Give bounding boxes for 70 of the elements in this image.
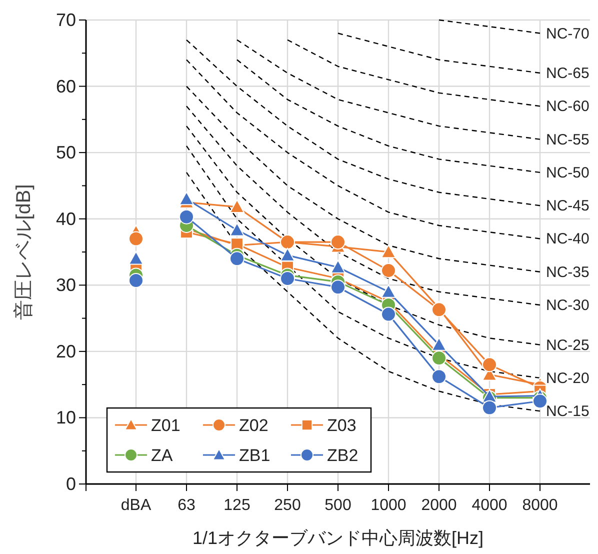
point [128,251,144,265]
line-series [236,39,541,140]
point [230,251,244,266]
y-tick-label: 20 [56,341,76,362]
x-tick-label: dBA [120,497,152,514]
line-series [236,59,541,174]
series-label: NC-25 [546,336,590,354]
point [482,400,497,416]
series-label: NC-15 [546,403,590,420]
x-tick-label: 4000 [472,497,508,514]
series-label: NC-55 [546,131,590,148]
point [128,273,144,288]
y-tick-label: 0 [66,474,76,494]
point [230,222,244,236]
series-label: NC-30 [546,297,590,314]
point [230,199,244,214]
line-series [337,32,541,74]
x-axis-title: 1/1オクターブバンド中心周波数[Hz] [192,528,484,548]
x-tick-label: 250 [274,497,301,514]
series-label: NC-65 [546,65,590,82]
line-series [286,39,541,107]
point [482,357,497,372]
line-series [186,59,541,240]
line-series [186,125,541,346]
y-tick-label: 70 [56,10,76,30]
point [280,248,295,262]
x-tick-label: 1000 [370,497,406,514]
point [532,394,548,409]
point [432,369,446,384]
line-series [186,106,541,306]
point [179,209,194,224]
x-tick-label: 2000 [421,497,457,514]
point [381,244,396,258]
point [280,271,295,286]
y-tick-label: 10 [56,408,76,428]
point [330,280,346,295]
point [128,231,144,246]
line-series [186,39,541,206]
point [330,234,346,250]
series-label: NC-45 [546,198,590,215]
y-tick-label: 50 [56,142,76,163]
point [381,306,396,322]
legend-label: ZB2 [327,446,358,465]
series-label: NC-60 [546,98,590,116]
line-series [186,86,541,272]
point [432,337,446,351]
y-tick-label: 60 [56,76,76,96]
legend-label: Z03 [327,416,356,435]
x-tick-label: 500 [324,497,352,514]
point [432,350,446,366]
series-label: NC-20 [546,370,590,387]
series-label: NC-40 [546,230,590,248]
x-tick-label: 8000 [522,497,558,514]
y-tick-label: 40 [56,208,76,229]
point [432,302,446,318]
point [381,284,396,298]
legend-label: ZA [151,446,174,465]
series-label: NC-50 [546,164,590,182]
point [330,260,346,274]
point [179,191,194,206]
y-tick-label: 30 [56,275,76,296]
legend-label: Z01 [151,416,180,435]
legend-label: ZB1 [239,446,270,465]
x-tick-label: 63 [178,497,196,514]
series-label: NC-35 [546,264,590,281]
point [381,263,396,278]
legend-label: Z02 [239,416,268,435]
x-tick-label: 125 [224,497,250,514]
series-label: NC-70 [546,25,590,42]
y-axis-title: 音圧レベル[dB] [13,184,35,320]
